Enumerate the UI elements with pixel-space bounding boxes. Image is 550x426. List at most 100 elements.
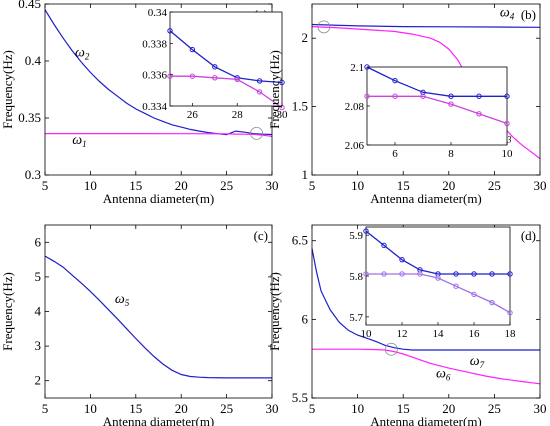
series-line-ω5 <box>44 255 272 379</box>
inset-x-tick-label: 8 <box>448 148 454 160</box>
inset-x-tick-label: 18 <box>505 328 517 340</box>
curve-label-subscript: 7 <box>480 360 485 370</box>
curve-label-subscript: 1 <box>82 139 87 149</box>
curve-label-subscript: 5 <box>125 298 130 308</box>
x-tick-label: 15 <box>397 401 410 416</box>
inset-data-point <box>448 93 454 99</box>
y-tick-label: 5.5 <box>292 390 308 405</box>
panel-d: 5 10 15 20 25 30 5.5 6 6.5 Antenna diameter(m) Fre… <box>267 224 547 426</box>
x-tick-label: 30 <box>534 401 547 416</box>
zoom-circle <box>384 342 398 356</box>
inset-x-tick-label: 6 <box>392 148 398 160</box>
x-tick-label: 15 <box>129 178 142 193</box>
inset-series-line <box>365 230 510 275</box>
inset-data-point <box>212 64 218 70</box>
inset-series-line <box>366 273 511 314</box>
inset-data-point <box>399 256 405 263</box>
inset-data-point <box>420 89 426 96</box>
plot-frame <box>311 224 541 399</box>
inset-y-tick-label: 5.8 <box>349 271 363 283</box>
inset-x-tick-label: 14 <box>433 328 445 340</box>
inset-x-tick-label: 16 <box>469 328 481 340</box>
inset-x-tick-label: 10 <box>361 328 373 340</box>
series-line-ω2 <box>44 9 273 136</box>
inset-series-line <box>367 95 508 125</box>
x-tick-label: 20 <box>175 401 188 416</box>
series-line-ω4 <box>311 23 541 28</box>
curve-label: ω1 <box>72 133 86 149</box>
inset-data-point <box>363 228 369 234</box>
inset-data-point <box>212 75 218 81</box>
inset-y-tick-label: 0.34 <box>148 7 168 19</box>
inset-x-tick-label: 30 <box>277 109 289 121</box>
curve-label: ω6 <box>436 367 451 383</box>
curve-label: ω7 <box>470 354 485 370</box>
inset-data-point <box>453 283 459 289</box>
inset-x-tick-label: 28 <box>232 109 244 121</box>
y-tick-label: 6 <box>302 311 309 326</box>
x-tick-label: 20 <box>175 178 188 193</box>
inset-data-point <box>399 271 405 277</box>
curve-label-subscript: 6 <box>446 373 451 383</box>
y-tick-label: 6 <box>35 234 42 249</box>
inset-data-point <box>234 76 240 83</box>
x-tick-label: 25 <box>220 178 233 193</box>
inset-data-point <box>417 271 423 277</box>
y-tick-label: 5 <box>35 269 42 284</box>
x-axis-label: Antenna diameter(m) <box>103 414 215 426</box>
x-tick-label: 15 <box>397 178 410 193</box>
inset: 10 12 14 16 18 5.7 5.8 5.9 <box>349 226 517 340</box>
inset-data-point <box>189 46 196 53</box>
inset-y-tick-label: 0.336 <box>142 70 167 82</box>
y-tick-label: 2 <box>302 30 309 45</box>
inset-y-tick-label: 2.08 <box>345 101 365 113</box>
inset-data-point <box>392 77 398 84</box>
y-tick-label: 0.45 <box>18 0 41 11</box>
x-axis-label: Antenna diameter(m) <box>370 191 482 206</box>
inset-data-point <box>256 78 263 84</box>
inset-series-line <box>169 30 283 84</box>
inset-data-point <box>256 89 263 95</box>
y-tick-label: 0.4 <box>25 53 42 68</box>
x-tick-label: 25 <box>488 178 501 193</box>
plot-frame <box>311 3 541 176</box>
y-tick-label: 3 <box>35 338 42 353</box>
inset-series-line <box>366 66 507 97</box>
inset-data-point <box>507 310 513 316</box>
inset-data-point <box>504 120 510 127</box>
series-line-ω1 <box>45 133 273 137</box>
curve-label-subscript: 3 <box>506 134 512 144</box>
panel-label: (c) <box>254 228 268 243</box>
y-tick-label: 6.5 <box>292 233 308 248</box>
inset-data-point <box>471 291 477 298</box>
plot-frame <box>44 224 273 399</box>
x-tick-label: 10 <box>84 401 97 416</box>
inset-data-point <box>167 28 173 34</box>
x-axis-label: Antenna diameter(m) <box>103 191 215 206</box>
zoom-circle <box>250 126 263 140</box>
inset: 26 28 30 0.334 0.336 0.338 0.34 <box>142 7 288 121</box>
zoom-circle <box>317 20 331 34</box>
inset-data-point <box>489 299 495 306</box>
inset-data-point <box>189 73 196 79</box>
x-tick-label: 10 <box>351 178 364 193</box>
inset-data-point <box>489 271 495 277</box>
inset-data-point <box>471 271 477 277</box>
inset-data-point <box>504 93 510 99</box>
inset-data-point <box>507 271 513 277</box>
curve-label: ω2 <box>75 45 90 61</box>
inset-data-point <box>167 73 173 79</box>
inset-frame <box>366 66 508 146</box>
inset-y-tick-label: 0.334 <box>142 101 167 113</box>
inset-data-point <box>364 93 370 99</box>
x-tick-label: 30 <box>266 401 279 416</box>
inset-data-point <box>381 242 387 249</box>
x-tick-label: 20 <box>442 178 455 193</box>
x-tick-label: 20 <box>442 401 455 416</box>
inset-data-point <box>476 111 482 117</box>
inset-data-point <box>476 93 482 99</box>
y-axis-label: Frequency(Hz) <box>0 272 15 351</box>
x-tick-label: 15 <box>129 401 142 416</box>
y-tick-label: 0.3 <box>25 167 41 182</box>
